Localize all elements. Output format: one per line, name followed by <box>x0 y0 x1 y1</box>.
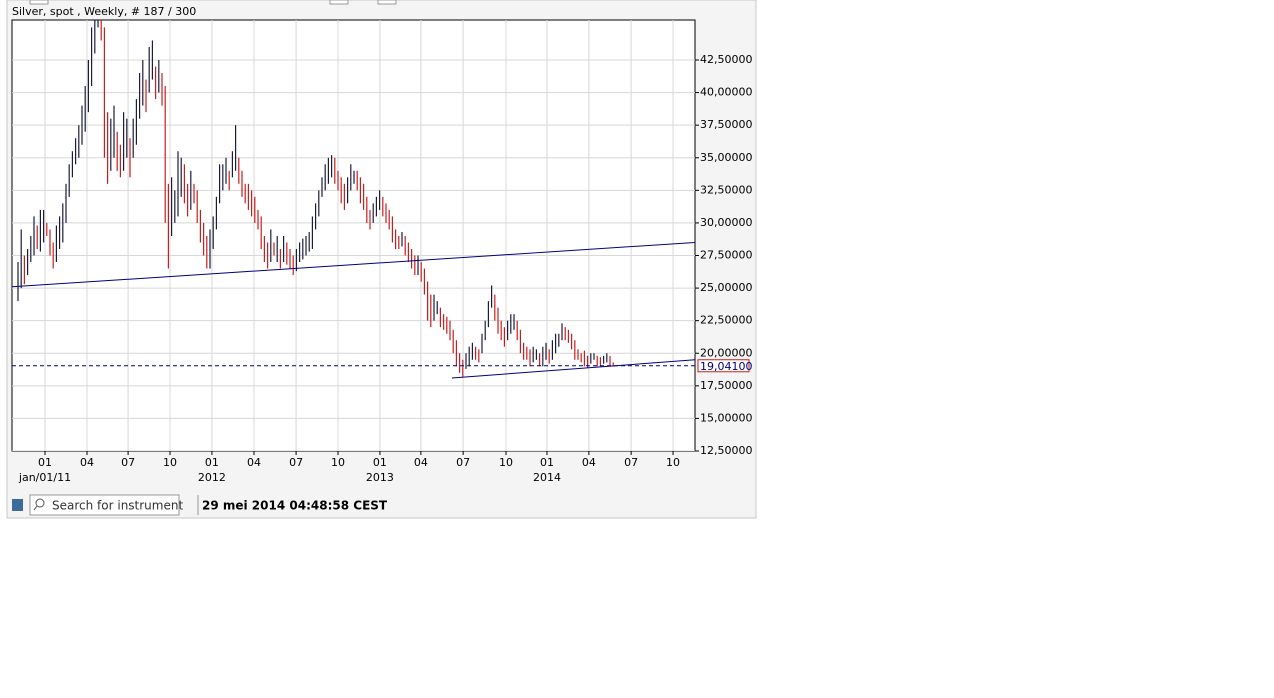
x-tick-label: 04 <box>80 456 94 469</box>
toolbar-button[interactable] <box>377 0 397 5</box>
x-tick-label: 07 <box>121 456 135 469</box>
x-tick-label-year: 2012 <box>198 471 226 484</box>
search-placeholder[interactable]: Search for instrument <box>52 499 183 513</box>
y-tick-label: 20,00000 <box>700 346 753 359</box>
search-box[interactable] <box>29 494 180 516</box>
price-box <box>697 359 750 373</box>
x-tick-label: 07 <box>289 456 303 469</box>
x-tick-label-year: jan/01/11 <box>18 471 71 484</box>
trendline <box>451 359 695 379</box>
x-tick-label: 07 <box>456 456 470 469</box>
x-tick-label: 01 <box>540 456 554 469</box>
y-tick-label: 25,00000 <box>700 281 753 294</box>
price-label: 19,04100 <box>700 360 753 373</box>
trendline <box>12 241 695 288</box>
x-tick-label: 01 <box>373 456 387 469</box>
x-tick-label: 07 <box>624 456 638 469</box>
x-tick-label: 10 <box>331 456 345 469</box>
x-tick-label: 01 <box>205 456 219 469</box>
timestamp: 29 mei 2014 04:48:58 CEST <box>202 499 388 513</box>
toolbar-button[interactable] <box>329 0 349 5</box>
x-tick-label: 01 <box>38 456 52 469</box>
y-tick-label: 35,00000 <box>700 151 753 164</box>
x-tick-label: 10 <box>666 456 680 469</box>
y-tick-label: 22,50000 <box>700 314 753 327</box>
toolbar-button[interactable] <box>29 0 49 5</box>
plot-layer <box>12 20 695 451</box>
y-tick-label: 15,00000 <box>700 411 753 424</box>
x-tick-label: 04 <box>582 456 596 469</box>
color-square[interactable] <box>12 499 23 511</box>
y-tick-label: 27,50000 <box>700 249 753 262</box>
x-tick-label: 10 <box>163 456 177 469</box>
x-tick-label: 04 <box>247 456 261 469</box>
y-tick-label: 37,50000 <box>700 118 753 131</box>
y-tick-label: 32,50000 <box>700 183 753 196</box>
y-tick-label: 12,50000 <box>700 444 753 457</box>
y-tick-label: 42,50000 <box>700 53 753 66</box>
y-tick-label: 40,00000 <box>700 86 753 99</box>
search-icon <box>33 505 38 511</box>
x-tick-label-year: 2013 <box>366 471 394 484</box>
search-icon <box>35 498 45 508</box>
y-tick-label: 30,00000 <box>700 216 753 229</box>
plot-area <box>11 19 696 452</box>
x-tick-label: 04 <box>414 456 428 469</box>
y-tick-label: 17,50000 <box>700 379 753 392</box>
chart-title: Silver, spot , Weekly, # 187 / 300 <box>12 5 196 18</box>
x-tick-label: 10 <box>499 456 513 469</box>
x-tick-label-year: 2014 <box>533 471 561 484</box>
